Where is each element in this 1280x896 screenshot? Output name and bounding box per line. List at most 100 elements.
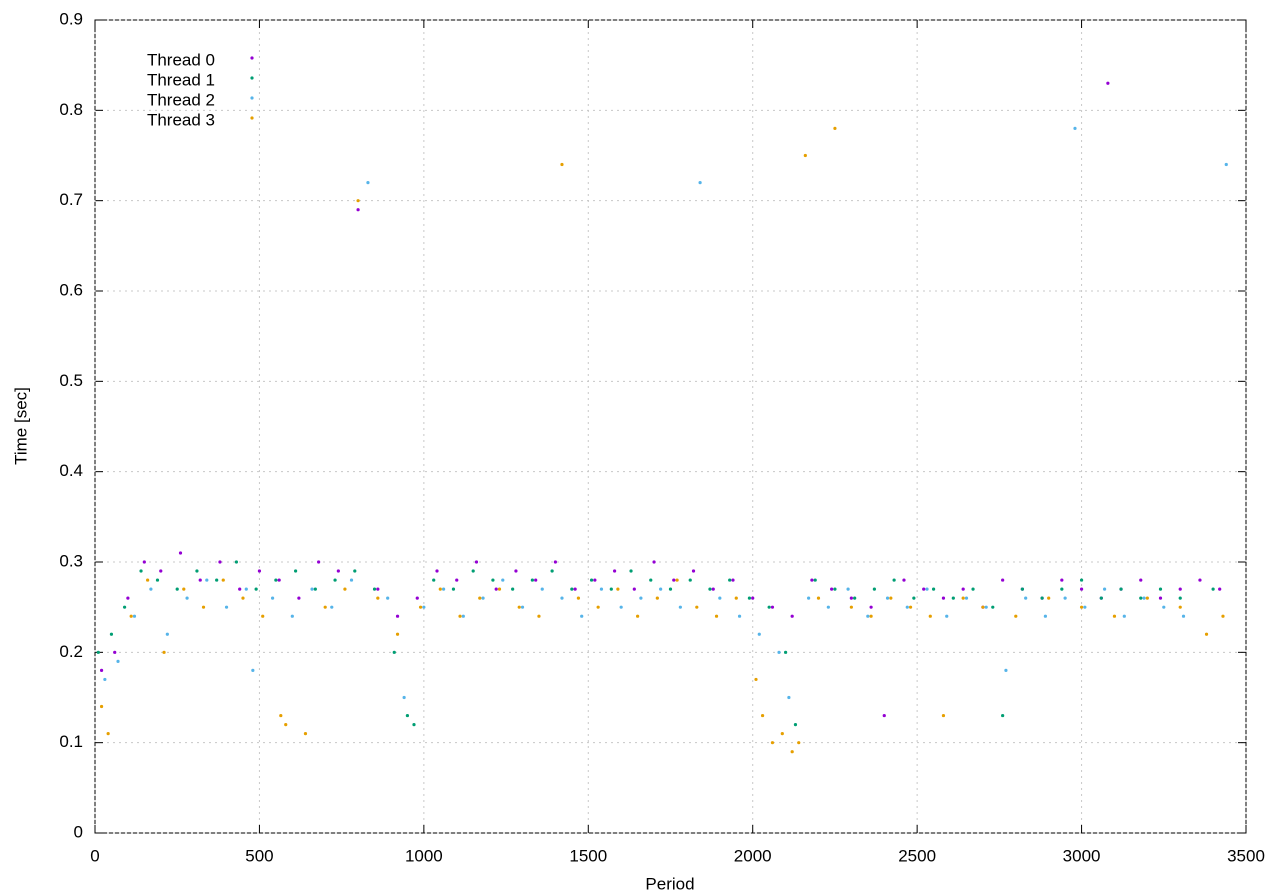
scatter-point bbox=[770, 605, 775, 609]
scatter-point bbox=[310, 587, 314, 591]
scatter-point bbox=[1211, 587, 1215, 591]
scatter-point bbox=[534, 578, 538, 582]
scatter-point bbox=[784, 650, 788, 654]
scatter-point bbox=[99, 668, 104, 673]
scatter-point bbox=[754, 677, 758, 682]
scatter-point bbox=[376, 587, 380, 591]
scatter-point bbox=[96, 650, 100, 654]
scatter-point bbox=[279, 713, 283, 718]
scatter-point bbox=[629, 569, 633, 573]
scatter-point bbox=[254, 587, 258, 591]
scatter-point bbox=[182, 587, 186, 591]
scatter-point bbox=[612, 569, 617, 573]
scatter-point bbox=[570, 587, 574, 591]
scatter-point bbox=[599, 587, 604, 591]
legend-marker bbox=[250, 96, 254, 100]
scatter-point bbox=[1014, 614, 1018, 618]
scatter-point bbox=[908, 605, 913, 609]
legend-marker bbox=[250, 116, 254, 120]
scatter-point bbox=[1221, 614, 1225, 618]
scatter-point bbox=[1139, 578, 1143, 582]
scatter-point bbox=[849, 596, 853, 600]
scatter-point bbox=[902, 578, 906, 582]
scatter-point bbox=[1079, 605, 1084, 609]
scatter-point bbox=[126, 596, 130, 600]
scatter-point bbox=[991, 605, 995, 609]
scatter-point bbox=[458, 614, 462, 618]
scatter-point bbox=[757, 632, 761, 636]
scatter-point bbox=[224, 605, 229, 609]
scatter-point bbox=[455, 578, 459, 582]
scatter-point bbox=[333, 578, 337, 582]
scatter-point bbox=[652, 560, 656, 564]
scatter-point bbox=[129, 614, 133, 618]
y-tick-label: 0.3 bbox=[59, 551, 83, 570]
scatter-point bbox=[501, 578, 505, 582]
scatter-point bbox=[770, 741, 775, 745]
scatter-point bbox=[849, 605, 853, 609]
scatter-point bbox=[573, 587, 577, 591]
scatter-point bbox=[928, 614, 932, 618]
scatter-point bbox=[961, 596, 965, 600]
scatter-point bbox=[816, 596, 821, 600]
scatter-point bbox=[659, 587, 663, 591]
scatter-point bbox=[553, 560, 558, 564]
scatter-point bbox=[1224, 162, 1228, 167]
scatter-point bbox=[1112, 614, 1117, 618]
scatter-point bbox=[205, 578, 209, 582]
scatter-point bbox=[317, 560, 321, 564]
scatter-point bbox=[1047, 596, 1051, 600]
scatter-point bbox=[668, 587, 673, 591]
scatter-point bbox=[747, 596, 752, 600]
scatter-point bbox=[826, 605, 830, 609]
scatter-point bbox=[688, 578, 692, 582]
x-tick-label: 2500 bbox=[898, 846, 936, 865]
scatter-point bbox=[284, 723, 288, 727]
scatter-point bbox=[580, 614, 584, 618]
scatter-point bbox=[984, 605, 988, 609]
scatter-point bbox=[540, 587, 544, 591]
scatter-point bbox=[885, 596, 890, 600]
legend-label: Thread 0 bbox=[147, 50, 215, 69]
scatter-point bbox=[511, 587, 515, 591]
scatter-point bbox=[1079, 578, 1084, 582]
y-tick-label: 0.9 bbox=[59, 9, 83, 28]
scatter-point bbox=[294, 569, 298, 573]
scatter-point bbox=[432, 578, 436, 582]
scatter-point bbox=[395, 614, 400, 618]
scatter-point bbox=[655, 596, 659, 600]
scatter-point bbox=[1001, 713, 1005, 718]
scatter-point bbox=[303, 732, 308, 736]
scatter-point bbox=[1158, 596, 1163, 600]
y-axis-label: Time [sec] bbox=[11, 387, 30, 465]
scatter-point bbox=[609, 587, 613, 591]
scatter-point bbox=[270, 596, 275, 600]
scatter-point bbox=[478, 596, 482, 600]
scatter-point bbox=[961, 587, 965, 591]
scatter-point bbox=[313, 587, 317, 591]
y-tick-label: 0.4 bbox=[59, 461, 83, 480]
x-tick-label: 3500 bbox=[1227, 846, 1265, 865]
scatter-point bbox=[1040, 596, 1044, 600]
scatter-point bbox=[514, 569, 518, 573]
scatter-point bbox=[277, 578, 281, 582]
scatter-point bbox=[941, 713, 946, 718]
scatter-point bbox=[866, 614, 870, 618]
scatter-point bbox=[869, 605, 873, 609]
scatter-point bbox=[797, 741, 801, 745]
scatter-point bbox=[418, 605, 423, 609]
scatter-point bbox=[297, 596, 301, 600]
y-tick-label: 0.2 bbox=[59, 642, 83, 661]
scatter-point bbox=[632, 587, 636, 591]
scatter-point bbox=[639, 596, 643, 600]
scatter-point bbox=[1145, 596, 1149, 600]
scatter-point bbox=[760, 713, 765, 718]
scatter-point bbox=[589, 578, 594, 582]
scatter-point bbox=[793, 723, 798, 727]
x-tick-label: 3000 bbox=[1063, 846, 1101, 865]
scatter-point bbox=[698, 181, 702, 185]
scatter-point bbox=[1218, 587, 1222, 591]
scatter-point bbox=[165, 632, 169, 636]
scatter-point bbox=[672, 578, 676, 582]
